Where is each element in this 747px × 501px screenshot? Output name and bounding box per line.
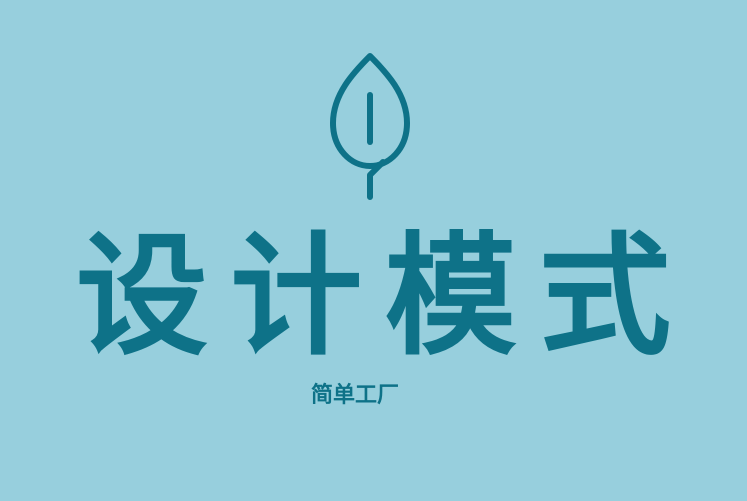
title-char-3: 模 <box>384 220 517 374</box>
title-char-4: 式 <box>538 220 671 374</box>
page-title: 设 计 模 式 <box>76 222 671 372</box>
leaf-icon <box>324 52 416 204</box>
subtitle: 简单工厂 <box>311 383 400 408</box>
title-char-1: 设 <box>76 220 208 374</box>
title-char-2: 计 <box>230 220 363 374</box>
